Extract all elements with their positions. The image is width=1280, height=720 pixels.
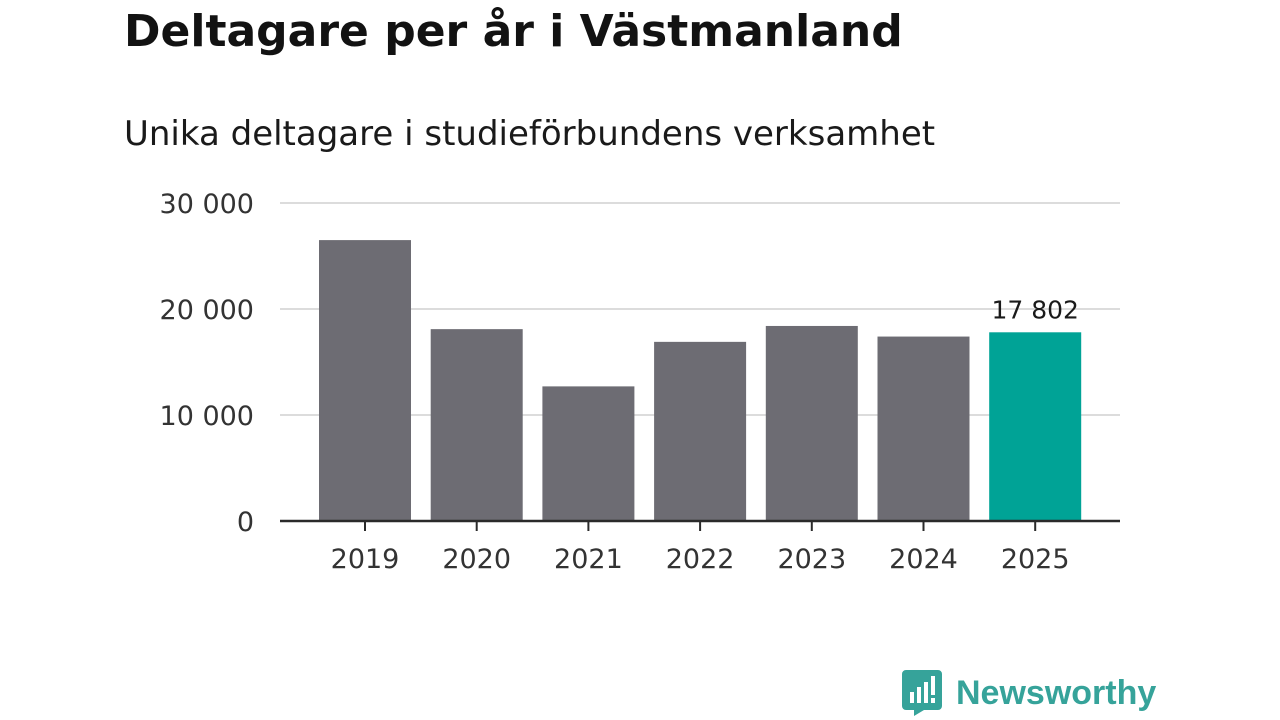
- bar: [765, 325, 858, 521]
- x-tick-label: 2020: [442, 544, 511, 575]
- bar: [319, 240, 411, 521]
- bar: [542, 386, 635, 521]
- y-tick-label: 10 000: [160, 401, 254, 432]
- brand-name: Newsworthy: [956, 673, 1157, 712]
- y-tick-label: 30 000: [160, 189, 254, 220]
- brand-logo: Newsworthy: [902, 670, 1156, 716]
- x-tick-label: 2024: [889, 544, 958, 575]
- bar-highlight: [989, 332, 1082, 521]
- y-tick-label: 0: [237, 507, 254, 538]
- x-tick-label: 2019: [331, 544, 400, 575]
- x-tick-label: 2023: [777, 544, 846, 575]
- data-label: 17 802: [991, 295, 1078, 324]
- bar: [430, 329, 523, 521]
- x-tick-label: 2022: [666, 544, 735, 575]
- newsworthy-chart-bubble-icon: [902, 670, 942, 716]
- chart-subtitle: Unika deltagare i studieförbundens verks…: [124, 114, 936, 154]
- x-tick-label: 2021: [554, 544, 623, 575]
- chart-title: Deltagare per år i Västmanland: [124, 6, 903, 57]
- bar: [654, 341, 747, 521]
- bar: [877, 336, 970, 521]
- x-tick-label: 2025: [1001, 544, 1070, 575]
- y-tick-label: 20 000: [160, 295, 254, 326]
